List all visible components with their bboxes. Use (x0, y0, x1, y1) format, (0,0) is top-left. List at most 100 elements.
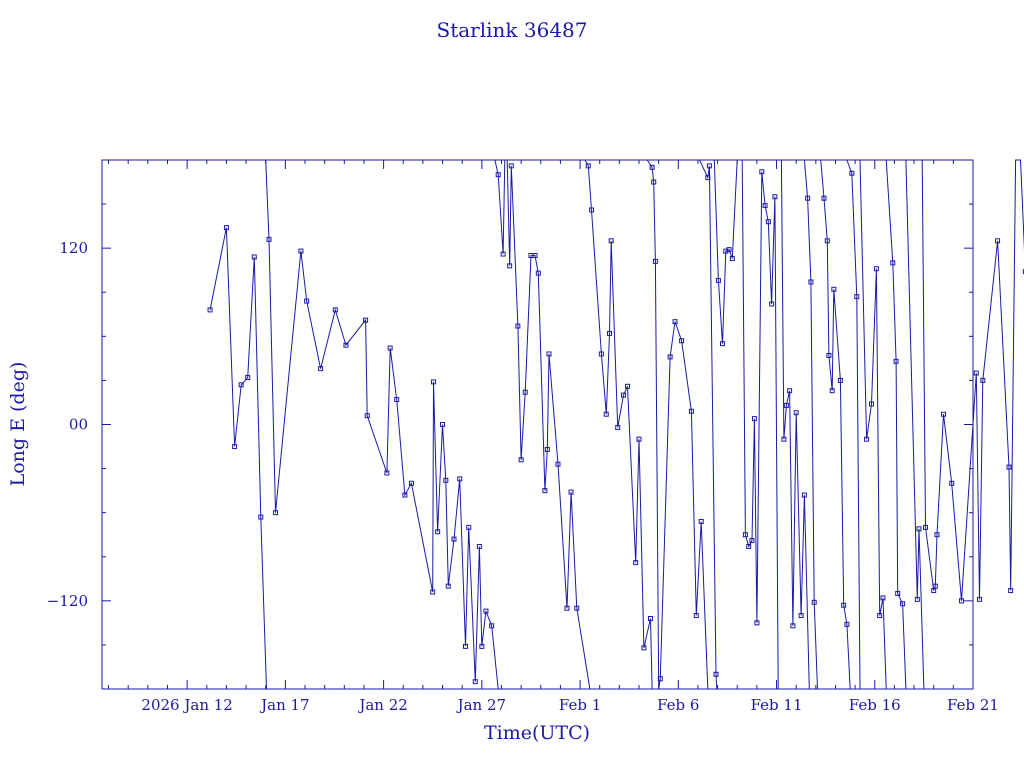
data-point (679, 338, 685, 344)
series-line (699, 159, 718, 690)
data-point (462, 643, 468, 649)
data-point (916, 526, 922, 532)
data-point (641, 645, 647, 651)
data-point (589, 207, 595, 213)
series-line (846, 159, 861, 690)
data-point (720, 341, 726, 347)
data-point (821, 195, 827, 201)
data-point (546, 351, 552, 357)
data-point (995, 238, 1001, 244)
data-point (568, 489, 574, 495)
data-point (476, 543, 482, 549)
data-point (890, 260, 896, 266)
data-point (790, 623, 796, 629)
data-point (318, 366, 324, 372)
data-point (959, 598, 965, 604)
data-point (783, 402, 789, 408)
data-point (762, 203, 768, 209)
data-point (245, 374, 251, 380)
data-point (923, 524, 929, 530)
data-point (765, 219, 771, 225)
data-point (759, 169, 765, 175)
x-axis-label: Time(UTC) (484, 722, 590, 744)
y-axis: 120 00 −120 (47, 159, 973, 690)
data-point (384, 470, 390, 476)
data-point (332, 307, 338, 313)
x-tick-label: Jan 27 (456, 696, 506, 714)
data-point (479, 643, 485, 649)
data-point (895, 590, 901, 596)
data-point (542, 488, 548, 494)
data-point (232, 444, 238, 450)
plot-area (207, 159, 1024, 690)
data-point (445, 583, 451, 589)
data-point (973, 370, 979, 376)
data-point (793, 410, 799, 416)
data-point (364, 413, 370, 419)
data-point (394, 397, 400, 403)
data-point (787, 388, 793, 394)
data-point (1006, 464, 1012, 470)
data-point (457, 476, 463, 482)
series-line (803, 159, 818, 690)
plot-frame (101, 159, 974, 690)
data-point (932, 583, 938, 589)
data-point (754, 620, 760, 626)
data-point (431, 379, 437, 385)
x-tick-label: Feb 11 (751, 696, 803, 714)
data-point (811, 599, 817, 605)
data-point (298, 248, 304, 254)
data-point (746, 543, 752, 549)
data-point (304, 298, 310, 304)
data-point (1022, 269, 1024, 275)
series-line (209, 227, 267, 690)
x-axis: 2026 Jan 12 Jan 17 Jan 22 Jan 27 Feb 1 Feb 6 F… (108, 160, 999, 714)
data-point (443, 477, 449, 483)
series-line (584, 159, 653, 690)
data-point (688, 408, 694, 414)
data-point (893, 358, 899, 364)
series-line (885, 159, 907, 690)
data-point (977, 596, 983, 602)
data-point (873, 266, 879, 272)
data-point (657, 676, 663, 682)
y-tick-label: 120 (59, 239, 88, 257)
data-point (864, 436, 870, 442)
data-point (608, 238, 614, 244)
data-point (343, 342, 349, 348)
data-point (625, 383, 631, 389)
data-point (713, 671, 719, 677)
data-point (649, 164, 655, 170)
data-point (868, 401, 874, 407)
data-point (880, 595, 886, 601)
data-point (652, 258, 658, 264)
data-point (841, 602, 847, 608)
data-point (769, 301, 775, 307)
data-point (706, 163, 712, 169)
data-point (603, 411, 609, 417)
series-line (494, 159, 591, 690)
data-point (729, 255, 735, 261)
series-line (265, 159, 499, 690)
data-point (934, 532, 940, 538)
data-point (508, 163, 514, 169)
data-point (824, 238, 830, 244)
data-point (363, 317, 369, 323)
x-tick-label: 2026 Jan 12 (141, 696, 232, 714)
data-point (620, 392, 626, 398)
data-point (914, 596, 920, 602)
x-tick-label: Jan 17 (259, 696, 309, 714)
data-point (1008, 588, 1014, 594)
data-point (430, 589, 436, 595)
data-point (273, 510, 279, 516)
y-tick-label: 00 (69, 416, 88, 434)
data-point (715, 277, 721, 283)
data-point (849, 170, 855, 176)
data-point (749, 538, 755, 544)
data-point (532, 253, 538, 259)
data-point (742, 532, 748, 538)
data-point (451, 536, 457, 542)
data-point (900, 601, 906, 607)
data-point (207, 307, 213, 313)
